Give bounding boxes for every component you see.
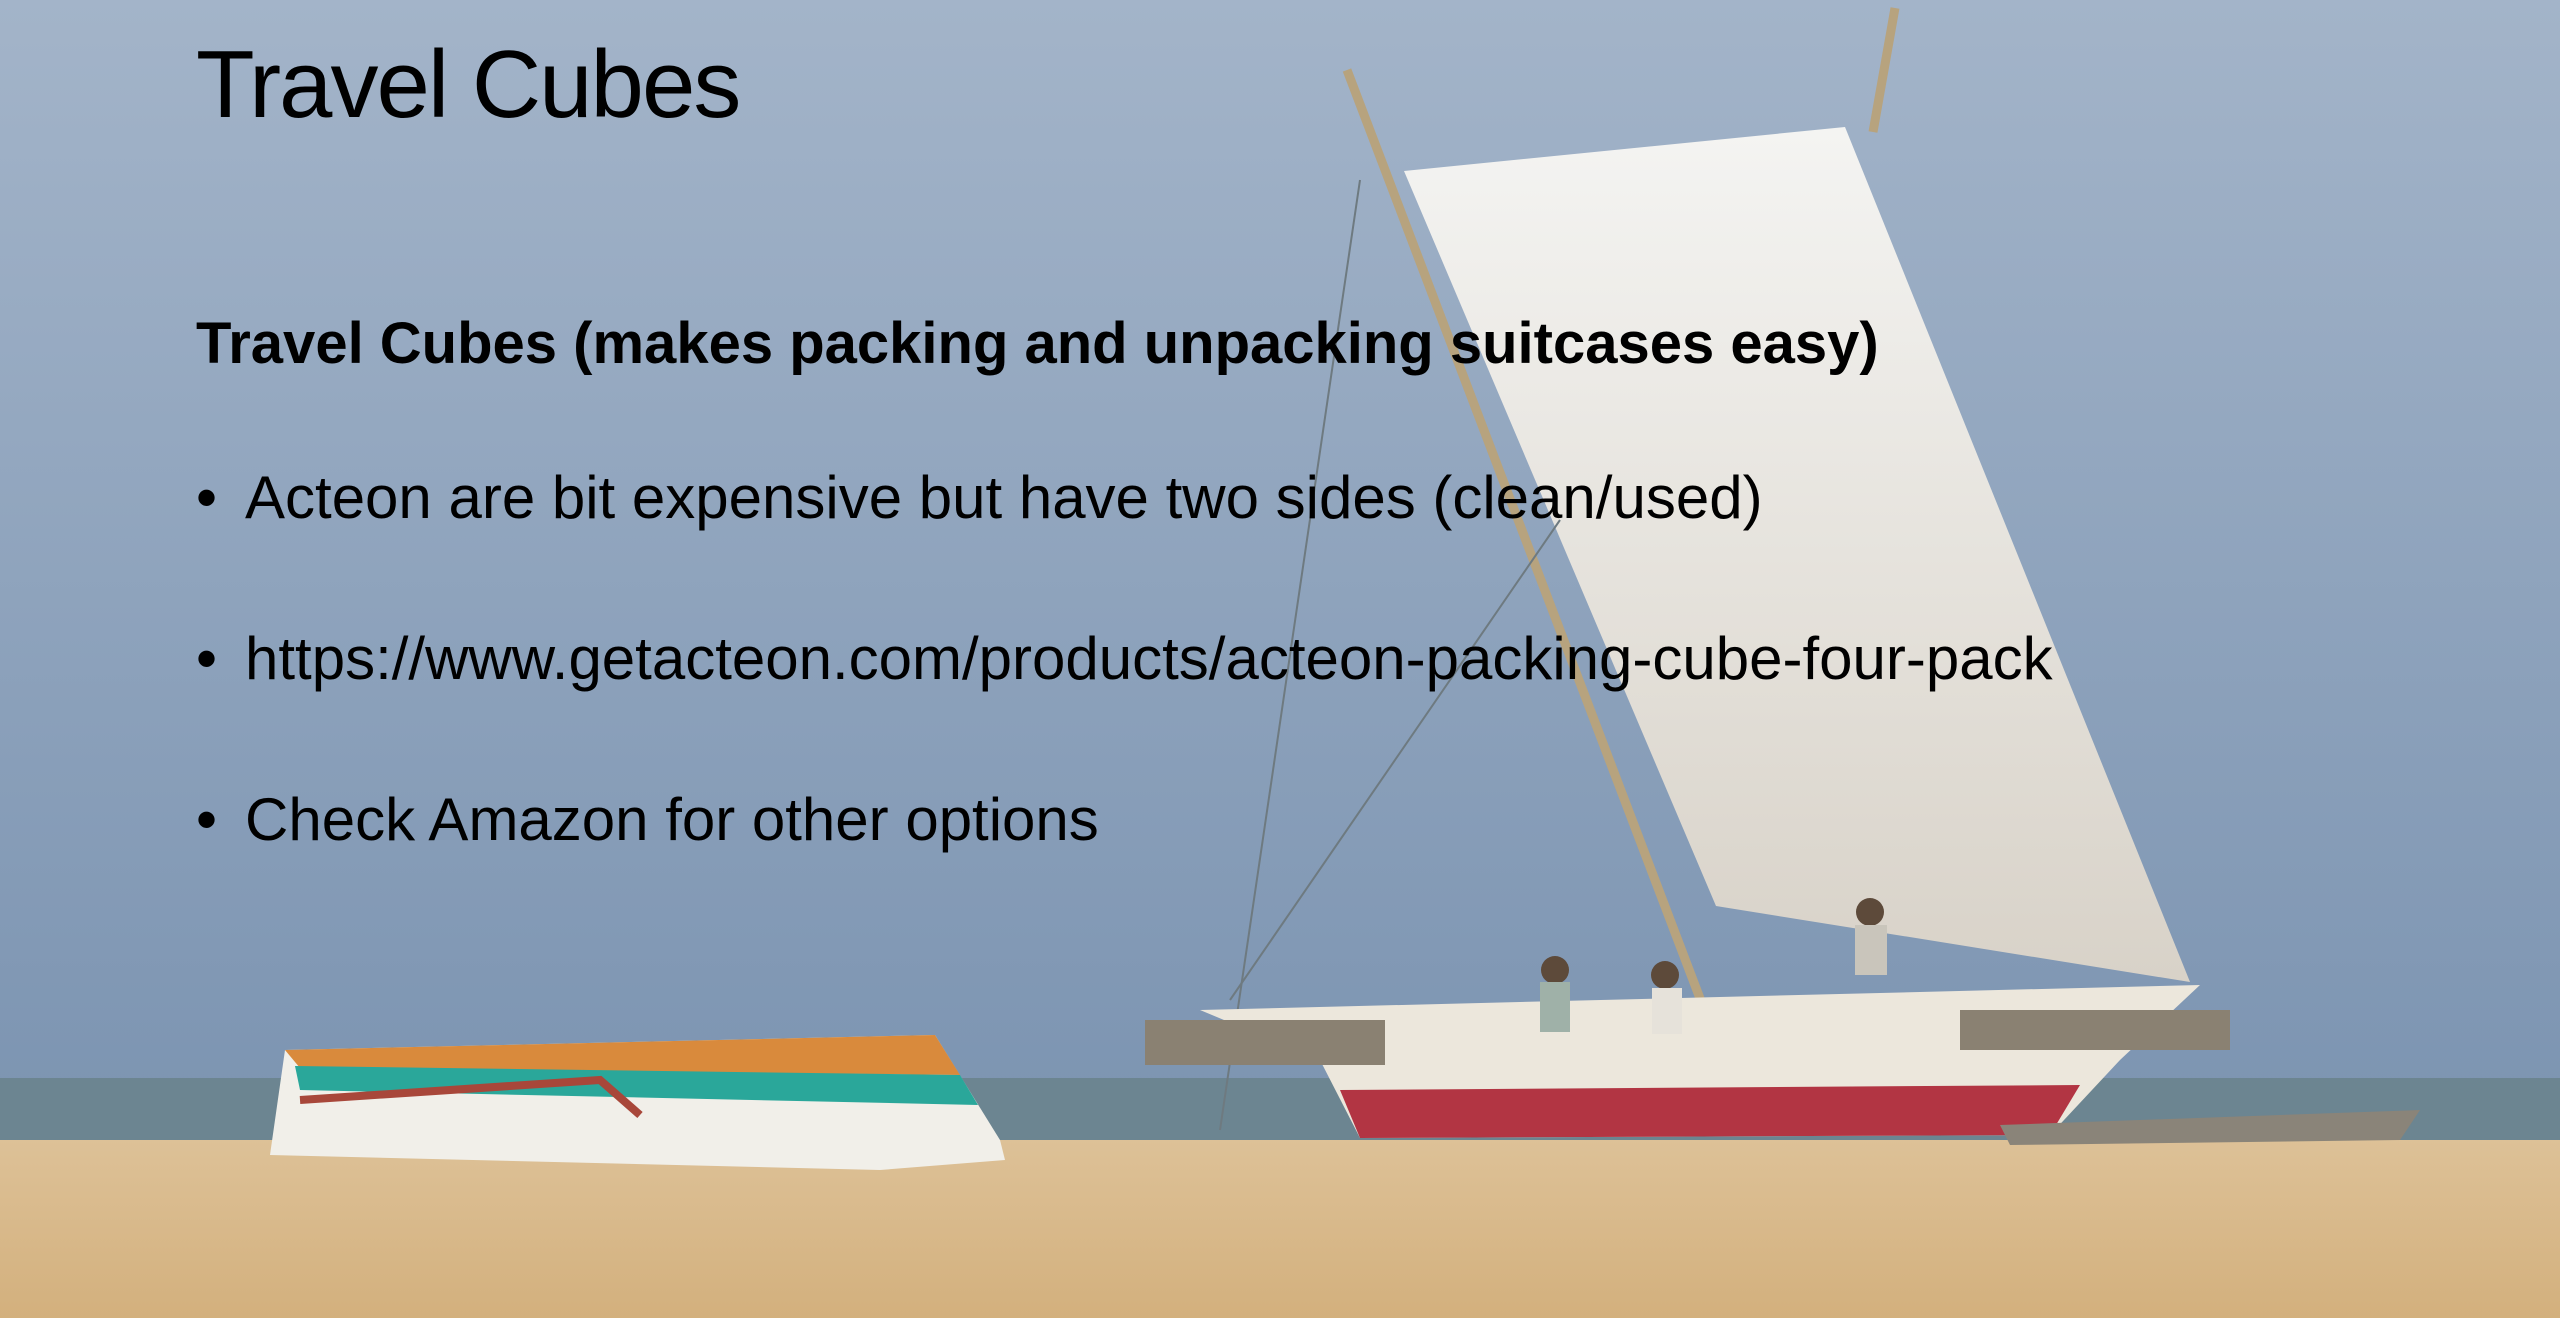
bullet-item: https://www.getacteon.com/products/acteo… bbox=[196, 591, 2236, 726]
slide: Travel Cubes Travel Cubes (makes packing… bbox=[0, 0, 2560, 1318]
slide-subtitle: Travel Cubes (makes packing and unpackin… bbox=[196, 310, 1879, 377]
bullet-list: Acteon are bit expensive but have two si… bbox=[196, 430, 2236, 913]
slide-title: Travel Cubes bbox=[196, 30, 739, 140]
bullet-item: Check Amazon for other options bbox=[196, 752, 2236, 887]
bullet-item: Acteon are bit expensive but have two si… bbox=[196, 430, 2236, 565]
